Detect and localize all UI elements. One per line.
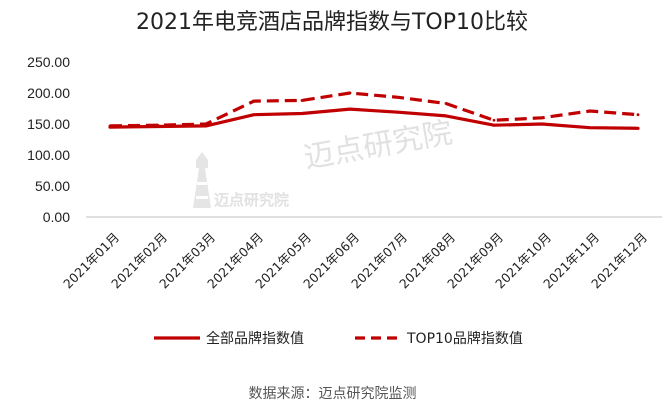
data-point: [396, 110, 400, 114]
y-axis: 0.00 50.00 100.00 150.00 200.00 250.00: [27, 54, 70, 225]
series-line-all-brands: [108, 107, 640, 130]
data-point: [588, 109, 592, 113]
data-point: [300, 112, 304, 115]
data-point: [252, 113, 256, 117]
data-point: [252, 99, 256, 103]
data-point: [492, 123, 496, 127]
data-point: [540, 122, 544, 126]
data-point: [348, 107, 352, 111]
watermark-small-text: 迈点研究院: [214, 191, 289, 209]
legend-label: 全部品牌指数值: [206, 330, 304, 347]
chart: 2021年电竞酒店品牌指数与TOP10比较 迈点研究院 迈点研究院 0.00 50…: [27, 10, 662, 347]
data-point: [636, 113, 640, 117]
legend: 全部品牌指数值 TOP10品牌指数值: [154, 330, 523, 347]
chart-title: 2021年电竞酒店品牌指数与TOP10比较: [136, 10, 528, 35]
data-point: [444, 114, 448, 118]
y-tick-label: 50.00: [35, 178, 70, 194]
data-point: [348, 91, 352, 95]
x-axis: 2021年01月2021年02月2021年03月2021年04月2021年05月…: [60, 230, 650, 292]
data-point: [636, 126, 640, 130]
series-layer: [108, 91, 640, 130]
y-tick-label: 200.00: [27, 85, 70, 101]
watermark-large-text: 迈点研究院: [301, 115, 455, 176]
legend-label: TOP10品牌指数值: [406, 330, 523, 347]
data-point: [204, 122, 208, 126]
source-note: 数据来源：迈点研究院监测: [248, 386, 417, 402]
y-tick-label: 150.00: [27, 116, 70, 132]
y-tick-label: 0.00: [43, 209, 70, 225]
data-point: [444, 102, 448, 105]
data-point: [156, 123, 160, 127]
watermark: 迈点研究院 迈点研究院: [193, 115, 455, 209]
data-point: [396, 95, 400, 99]
data-point: [108, 124, 112, 128]
data-point: [540, 116, 544, 120]
lighthouse-icon: [193, 152, 211, 208]
data-point: [588, 126, 592, 130]
data-point: [300, 99, 304, 102]
y-tick-label: 250.00: [27, 54, 70, 70]
y-tick-label: 100.00: [27, 147, 70, 163]
data-point: [492, 118, 496, 122]
